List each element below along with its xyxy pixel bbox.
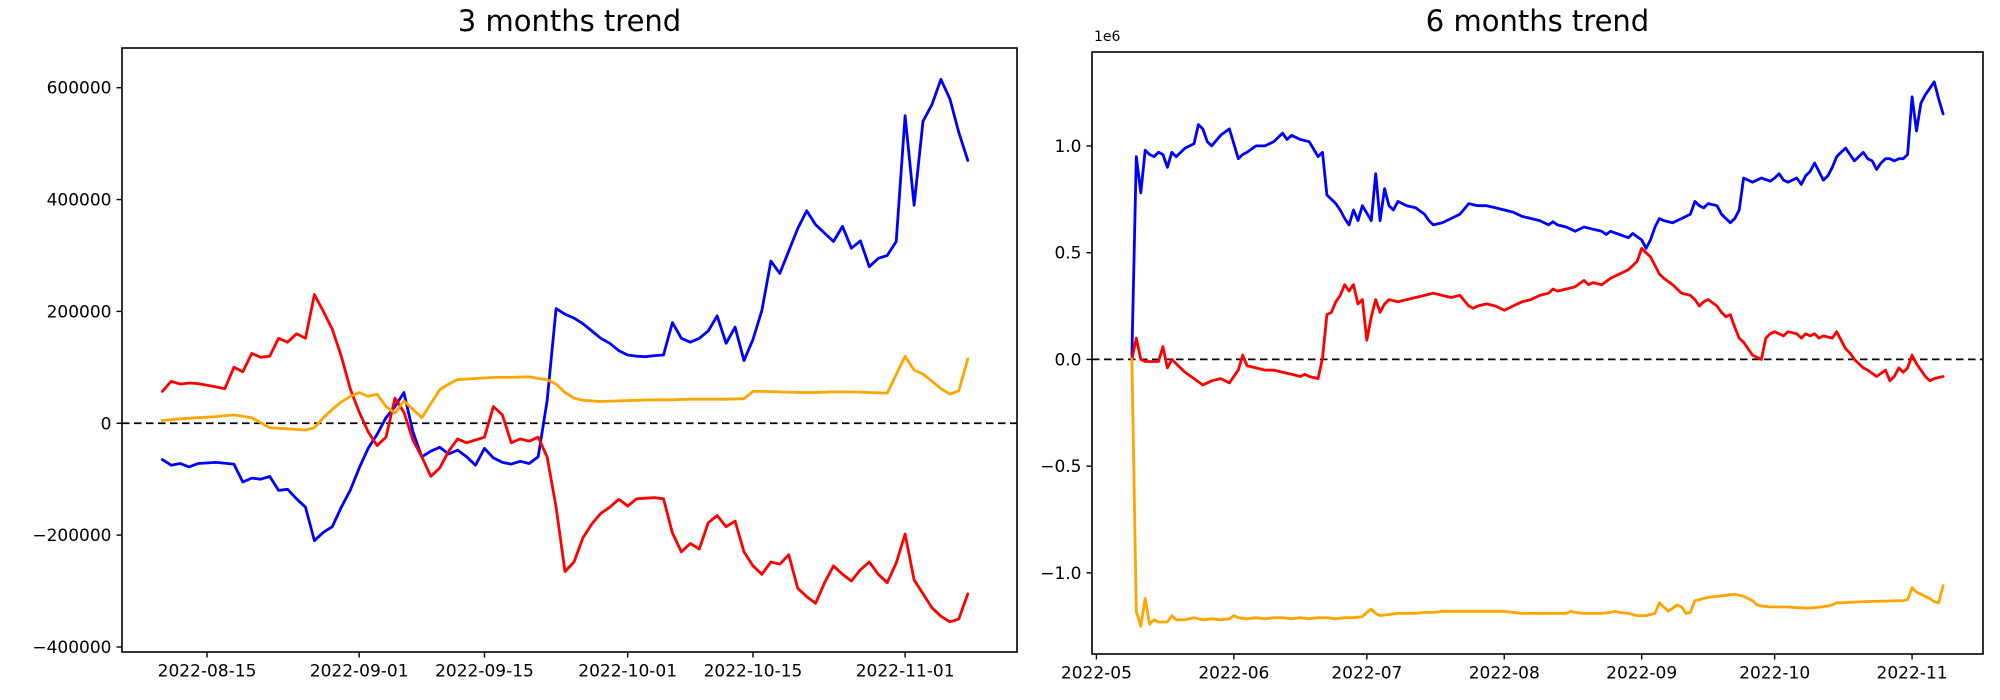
chart-0: 2022-08-15 2022-09-01 2022-09-15 2022-10-01… <box>32 47 1018 682</box>
y-tick-label: 0.0 <box>1054 350 1081 370</box>
x-tick-label: 2022-11 <box>1877 664 1948 684</box>
x-tick-label: 2022-06 <box>1198 664 1269 684</box>
y-tick-label: −1.0 <box>1040 564 1081 584</box>
y-tick-label: 600000 <box>47 79 112 99</box>
y-axis-offset-label: 1e6 <box>1094 29 1121 45</box>
x-tick-label: 2022-09-15 <box>435 662 534 682</box>
chart-1: 2022-05 2022-06 2022-07 2022-08 2022-09 2022-… <box>1040 51 1984 684</box>
x-tick-label: 2022-09-01 <box>310 662 409 682</box>
y-tick-label: −200000 <box>32 526 111 546</box>
series-line-blue <box>160 77 970 543</box>
x-tick-label: 2022-10 <box>1739 664 1810 684</box>
x-tick-label: 2022-10-15 <box>704 662 803 682</box>
y-tick-label: 0 <box>101 414 112 434</box>
y-tick-label: −0.5 <box>1040 457 1081 477</box>
series-line-red <box>1130 246 1945 387</box>
series-line-orange <box>160 354 970 432</box>
x-tick-label: 2022-05 <box>1061 664 1132 684</box>
x-tick-label: 2022-11-01 <box>856 662 955 682</box>
series-line-orange <box>1130 357 1945 628</box>
axes-spines <box>1091 51 1984 655</box>
axes-spines <box>121 47 1018 653</box>
chart-title-3-months: 3 months trend <box>457 4 682 38</box>
y-tick-label: 400000 <box>47 191 112 211</box>
x-tick-label: 2022-09 <box>1606 664 1677 684</box>
x-tick-label: 2022-08 <box>1469 664 1540 684</box>
series-line-blue <box>1130 80 1945 357</box>
x-tick-label: 2022-10-01 <box>578 662 677 682</box>
x-tick-label: 2022-07 <box>1331 664 1402 684</box>
y-tick-label: 200000 <box>47 302 112 322</box>
x-tick-label: 2022-08-15 <box>158 662 257 682</box>
y-tick-label: 1.0 <box>1054 137 1081 157</box>
y-tick-label: −400000 <box>32 638 111 658</box>
series-line-red <box>160 293 970 624</box>
y-tick-label: 0.5 <box>1054 244 1081 264</box>
chart-title-6-months: 6 months trend <box>1425 4 1650 38</box>
